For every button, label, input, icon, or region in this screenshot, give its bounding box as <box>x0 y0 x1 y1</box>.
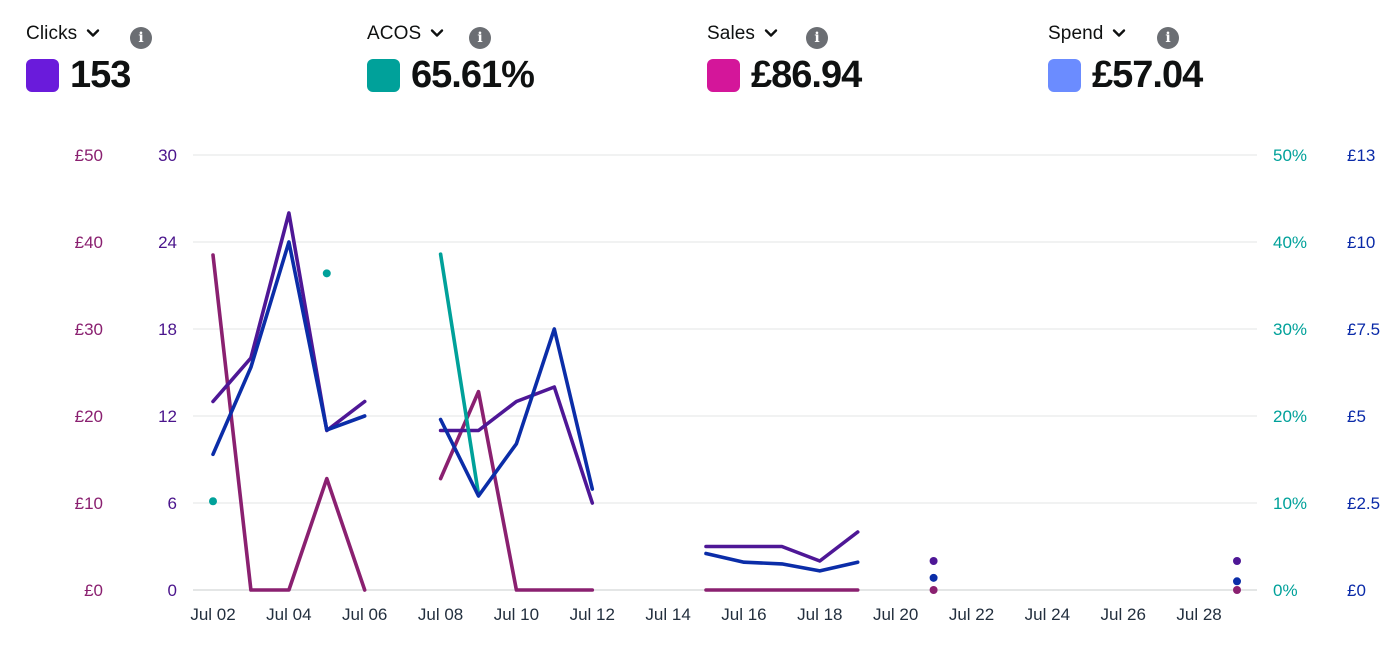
chevron-down-icon <box>1113 29 1126 37</box>
acos-axis-tick-label: 0% <box>1273 581 1298 600</box>
spend-axis-tick-label: £7.5 <box>1347 320 1380 339</box>
metric-label: ACOS <box>367 23 422 44</box>
metric-value: £86.94 <box>751 54 862 96</box>
metrics-bar: Clicks i 153 ACOS i 65.61% Sales i £86.9… <box>0 0 1389 110</box>
clicks-axis-tick-label: 30 <box>158 146 177 165</box>
x-axis-tick-label: Jul 16 <box>721 605 766 624</box>
x-axis-tick-label: Jul 10 <box>494 605 539 624</box>
series-lines <box>209 211 1241 594</box>
series-line-acos <box>438 252 481 497</box>
acos-axis-tick-label: 10% <box>1273 494 1307 513</box>
chevron-down-icon <box>87 29 100 37</box>
acos-axis-tick-label: 20% <box>1273 407 1307 426</box>
chevron-down-icon <box>764 29 778 37</box>
info-icon[interactable]: i <box>130 27 152 49</box>
acos-axis-tick-label: 30% <box>1273 320 1307 339</box>
clicks-axis-tick-label: 24 <box>158 233 177 252</box>
clicks-axis-tick-label: 12 <box>158 407 177 426</box>
sales-axis-tick-label: £0 <box>84 581 103 600</box>
spend-axis-tick-label: £5 <box>1347 407 1366 426</box>
metric-color-swatch <box>1048 59 1081 92</box>
series-spend <box>211 240 1241 586</box>
x-axis-tick-label: Jul 08 <box>418 605 463 624</box>
metric-selector-clicks[interactable]: Clicks <box>26 22 101 46</box>
metric-value: 65.61% <box>411 54 535 96</box>
metric-selector-sales[interactable]: Sales <box>707 22 779 46</box>
acos-axis-tick-label: 40% <box>1273 233 1307 252</box>
series-line-spend <box>438 327 595 498</box>
series-line-spend <box>704 551 860 573</box>
x-axis-tick-label: Jul 28 <box>1176 605 1221 624</box>
sales-axis-tick-label: £10 <box>75 494 103 513</box>
clicks-axis-tick-label: 18 <box>158 320 177 339</box>
data-point-clicks <box>929 557 938 565</box>
spend-axis-tick-label: £2.5 <box>1347 494 1380 513</box>
x-axis-tick-label: Jul 24 <box>1025 605 1070 624</box>
x-axis-tick-label: Jul 04 <box>266 605 311 624</box>
x-axis-tick-label: Jul 06 <box>342 605 387 624</box>
data-point-acos <box>209 497 217 506</box>
x-axis-tick-label: Jul 20 <box>873 605 918 624</box>
data-point-spend <box>929 573 938 582</box>
data-point-sales <box>1233 586 1241 594</box>
metric-selector-acos[interactable]: ACOS <box>367 22 445 46</box>
info-icon[interactable]: i <box>469 27 491 49</box>
series-line-sales <box>438 389 595 592</box>
spend-axis-tick-label: £13 <box>1347 146 1375 165</box>
sales-axis-tick-label: £30 <box>75 320 103 339</box>
chevron-down-icon <box>431 29 444 37</box>
series-line-spend <box>211 240 367 457</box>
acos-axis-tick-label: 50% <box>1273 146 1307 165</box>
metric-value: £57.04 <box>1092 54 1203 96</box>
x-axis-tick-label: Jul 18 <box>797 605 842 624</box>
metric-label: Spend <box>1048 23 1104 44</box>
series-sales <box>211 253 1241 594</box>
metric-label: Sales <box>707 23 756 44</box>
data-point-clicks <box>1233 557 1241 565</box>
x-axis-tick-label: Jul 14 <box>645 605 690 624</box>
sales-axis-tick-label: £40 <box>75 233 103 252</box>
metric-color-swatch <box>26 59 59 92</box>
series-line-clicks <box>438 385 595 505</box>
x-axis-tick-label: Jul 12 <box>570 605 615 624</box>
data-point-spend <box>1233 577 1241 586</box>
sales-axis-tick-label: £50 <box>75 146 103 165</box>
sales-axis-tick-label: £20 <box>75 407 103 426</box>
metric-selector-spend[interactable]: Spend <box>1048 22 1127 46</box>
gridlines <box>193 154 1257 591</box>
clicks-axis-tick-label: 6 <box>168 494 177 513</box>
metric-card-acos: ACOS i 65.61% <box>367 18 687 108</box>
data-point-acos <box>322 269 331 278</box>
axes: £0 £10 £20 £30 £40 £50 0 6 12 18 24 30 0% 10% 20% 30% 40… <box>75 146 1380 624</box>
x-axis-tick-label: Jul 02 <box>190 605 235 624</box>
x-axis-tick-label: Jul 26 <box>1101 605 1146 624</box>
metric-card-sales: Sales i £86.94 <box>707 18 1027 108</box>
spend-axis-tick-label: £0 <box>1347 581 1366 600</box>
x-axis-tick-label: Jul 22 <box>949 605 994 624</box>
metric-color-swatch <box>367 59 400 92</box>
series-line-clicks <box>704 530 860 563</box>
metric-value: 153 <box>70 54 131 96</box>
series-line-sales <box>211 253 367 592</box>
info-icon[interactable]: i <box>1157 27 1179 49</box>
series-acos <box>209 252 481 506</box>
series-clicks <box>211 211 1241 565</box>
data-point-sales <box>929 586 938 594</box>
metric-card-spend: Spend i £57.04 <box>1048 18 1368 108</box>
metric-color-swatch <box>707 59 740 92</box>
metric-card-clicks: Clicks i 153 <box>26 18 346 108</box>
spend-axis-tick-label: £10 <box>1347 233 1375 252</box>
clicks-axis-tick-label: 0 <box>168 581 177 600</box>
series-line-clicks <box>211 211 367 433</box>
info-icon[interactable]: i <box>806 27 828 49</box>
metric-label: Clicks <box>26 23 78 44</box>
